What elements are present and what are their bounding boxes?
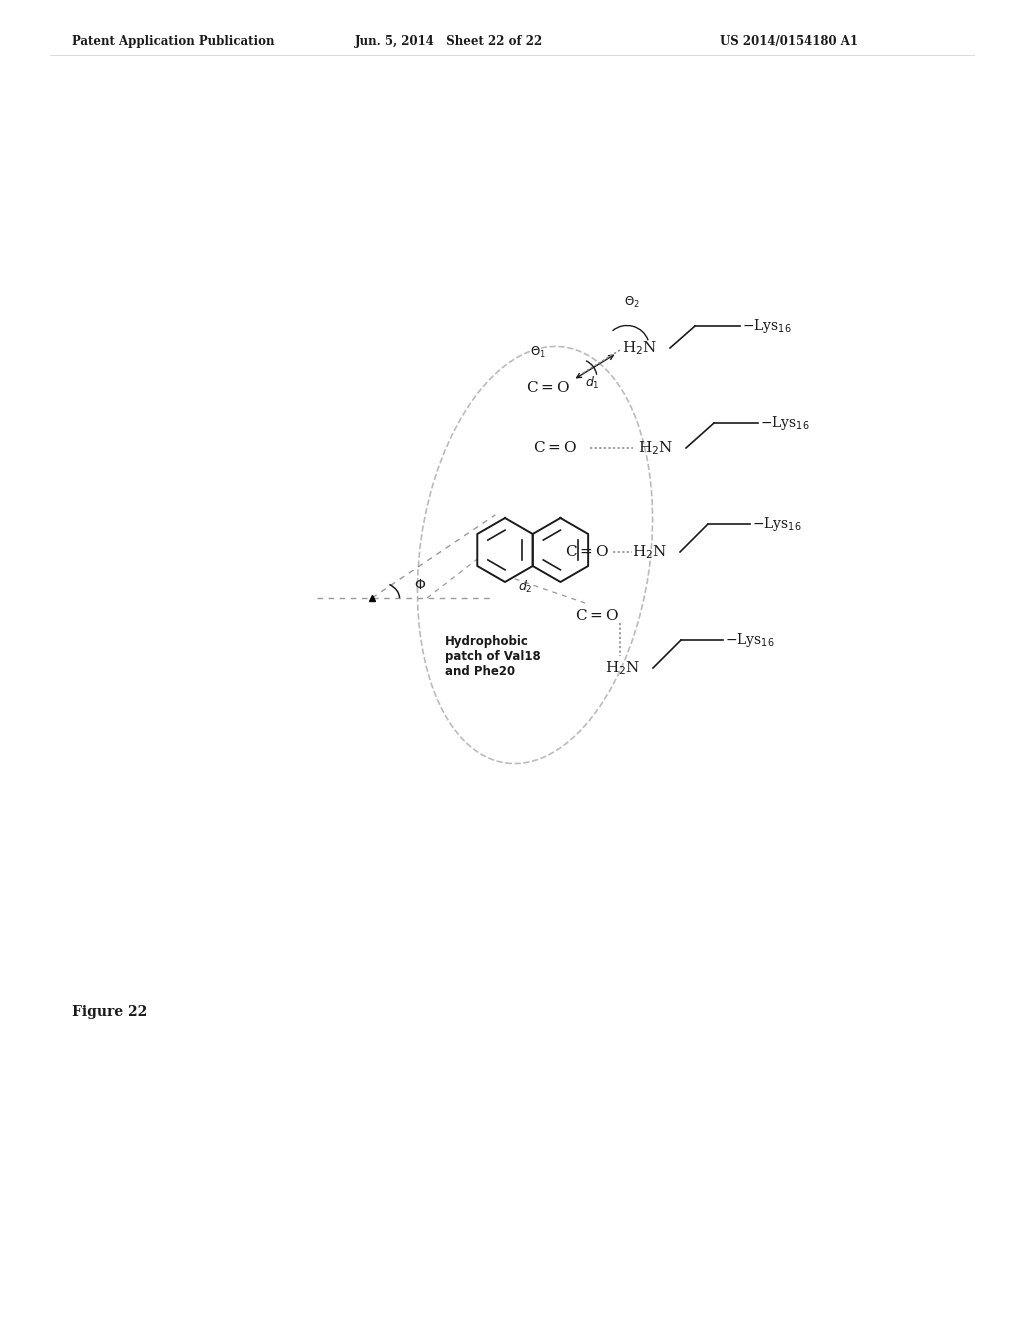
Text: H$_2$N: H$_2$N [622, 339, 657, 356]
Text: Hydrophobic
patch of Val18
and Phe20: Hydrophobic patch of Val18 and Phe20 [445, 635, 541, 678]
Text: C$=$O: C$=$O [532, 441, 578, 455]
Text: $d_2$: $d_2$ [518, 579, 532, 595]
Text: Figure 22: Figure 22 [72, 1005, 147, 1019]
Polygon shape [477, 517, 532, 582]
Text: H$_2$N: H$_2$N [605, 659, 640, 677]
Text: C$=$O: C$=$O [565, 544, 609, 560]
Text: C$=$O: C$=$O [575, 607, 620, 623]
Text: Jun. 5, 2014   Sheet 22 of 22: Jun. 5, 2014 Sheet 22 of 22 [355, 36, 544, 48]
Text: $\Theta_1$: $\Theta_1$ [530, 345, 546, 360]
Text: US 2014/0154180 A1: US 2014/0154180 A1 [720, 36, 858, 48]
Polygon shape [532, 517, 588, 582]
Text: $-$Lys$_{16}$: $-$Lys$_{16}$ [760, 414, 810, 432]
Text: $-$Lys$_{16}$: $-$Lys$_{16}$ [742, 317, 792, 335]
Text: $\Theta_2$: $\Theta_2$ [624, 294, 640, 310]
Text: $-$Lys$_{16}$: $-$Lys$_{16}$ [752, 515, 802, 533]
Text: Patent Application Publication: Patent Application Publication [72, 36, 274, 48]
Text: $-$Lys$_{16}$: $-$Lys$_{16}$ [725, 631, 774, 649]
Text: H$_2$N: H$_2$N [638, 440, 674, 457]
Text: H$_2$N: H$_2$N [632, 543, 668, 561]
Text: $\Phi$: $\Phi$ [414, 578, 426, 591]
Text: C$=$O: C$=$O [526, 380, 570, 396]
Text: $d_1$: $d_1$ [585, 375, 599, 391]
